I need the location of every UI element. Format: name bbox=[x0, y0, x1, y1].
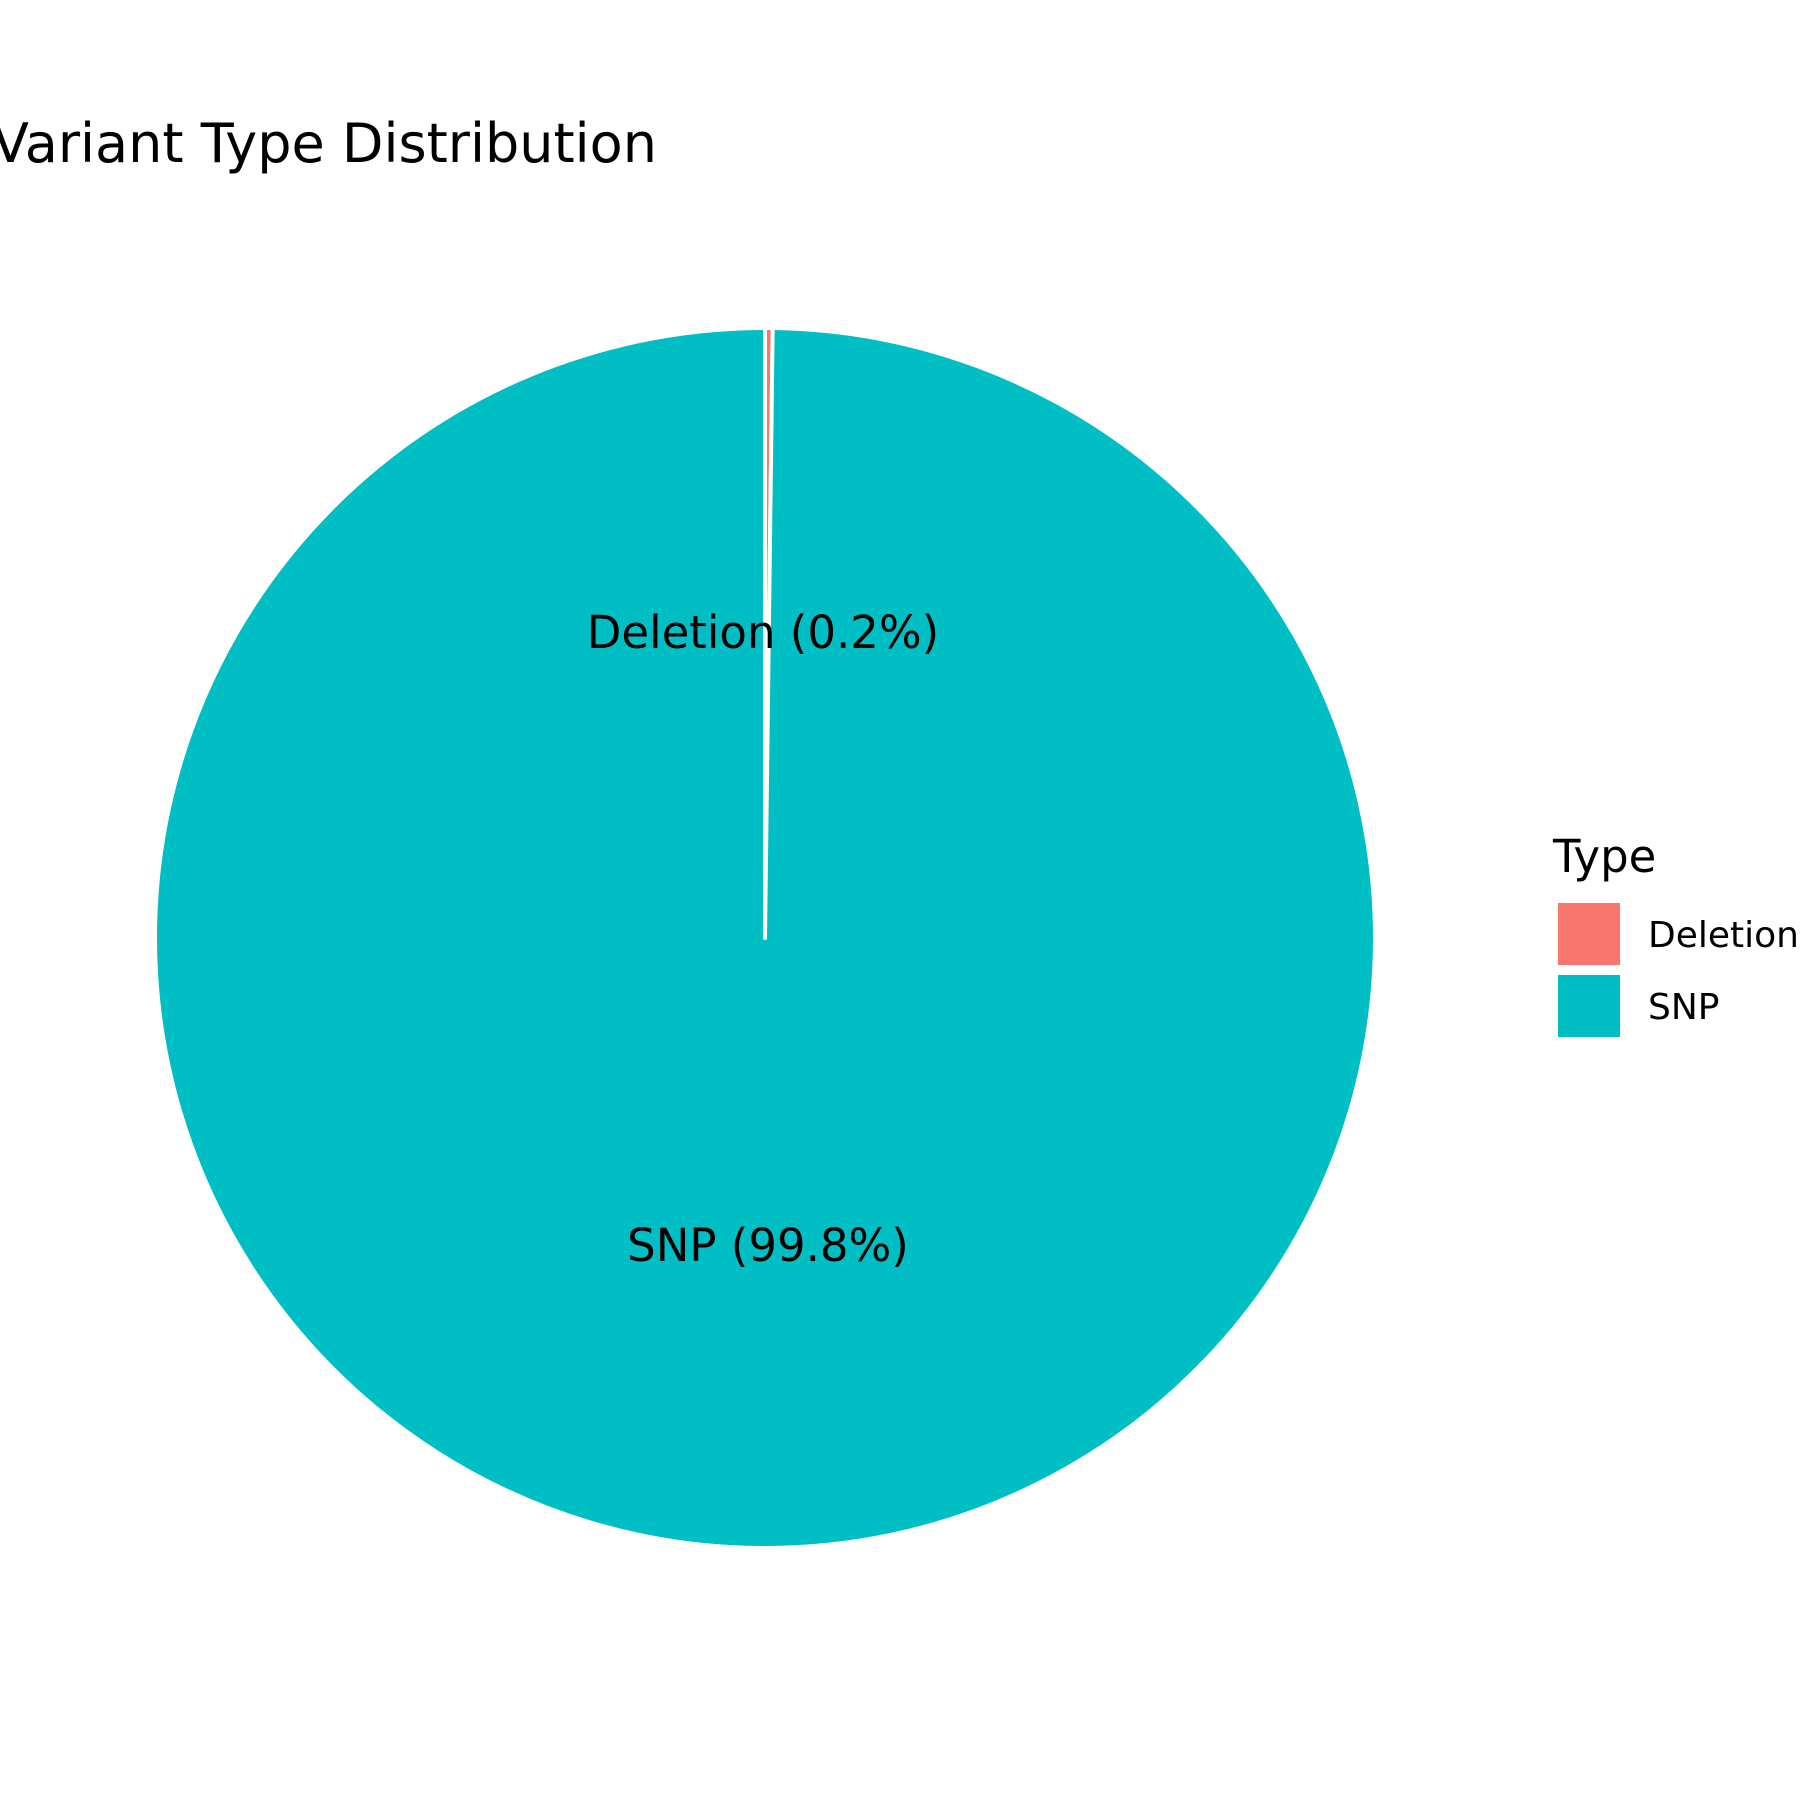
legend: Type Deletion SNP bbox=[1552, 830, 1799, 1037]
legend-label-deletion: Deletion bbox=[1648, 915, 1799, 956]
pie-slices bbox=[153, 325, 1377, 1550]
legend-title: Type bbox=[1552, 830, 1656, 883]
slice-label-snp: SNP (99.8%) bbox=[627, 1219, 909, 1272]
legend-label-snp: SNP bbox=[1648, 987, 1720, 1028]
slice-label-deletion: Deletion (0.2%) bbox=[587, 606, 939, 659]
slice-labels: Deletion (0.2%) SNP (99.8%) bbox=[587, 606, 939, 1272]
legend-key-deletion bbox=[1558, 903, 1620, 965]
legend-key-snp bbox=[1558, 975, 1620, 1037]
pie-slice-snp bbox=[153, 326, 1377, 1550]
chart-title: Variant Type Distribution bbox=[0, 112, 657, 175]
